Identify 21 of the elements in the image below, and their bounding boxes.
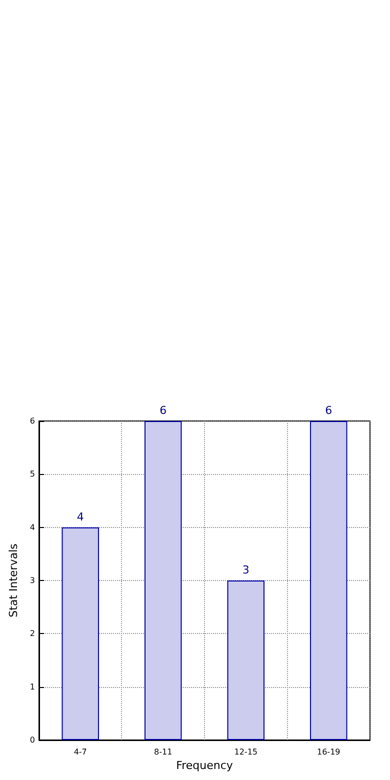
bar xyxy=(310,421,348,740)
bar xyxy=(227,580,264,740)
bar xyxy=(62,527,99,740)
x-tick-label: 16-19 xyxy=(317,748,340,756)
data-label: 4 xyxy=(76,510,84,524)
data-label: 3 xyxy=(242,564,250,576)
y-tick-label: 5 xyxy=(30,470,35,479)
x-tick-label: 12-15 xyxy=(234,748,258,756)
bar xyxy=(144,421,182,740)
y-tick-label: 6 xyxy=(30,416,35,426)
data-label: 6 xyxy=(160,404,167,417)
y-axis-title: Stat Intervals xyxy=(7,543,20,618)
x-tick-label: 8-11 xyxy=(154,748,172,756)
y-tick-label: 4 xyxy=(30,522,35,532)
y-tick-label: 3 xyxy=(30,576,35,585)
x-tick-label: 4-7 xyxy=(74,748,87,756)
y-tick-label: 0 xyxy=(30,736,35,744)
x-axis-title: Frequency xyxy=(176,759,234,772)
y-tick-label: 1 xyxy=(30,682,35,692)
y-tick-label: 2 xyxy=(30,629,35,638)
data-label: 6 xyxy=(325,404,332,417)
